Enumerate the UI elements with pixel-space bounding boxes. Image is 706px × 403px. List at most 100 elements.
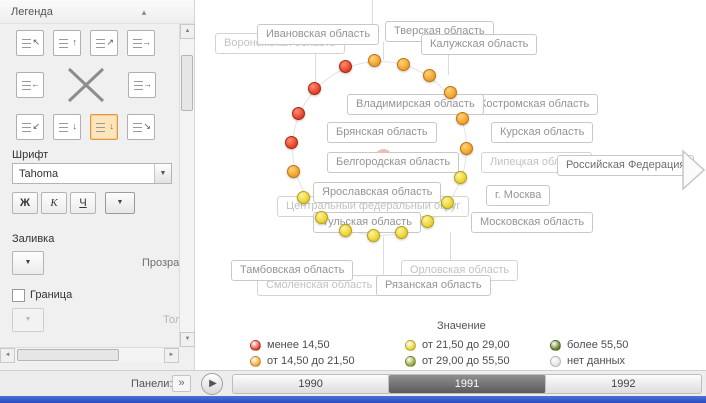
thickness-label: Тол xyxy=(163,314,182,326)
play-icon: ▶ xyxy=(209,378,217,389)
collapse-panel-icon[interactable]: ▴ xyxy=(141,7,147,17)
arrow-icon: ← xyxy=(31,79,40,89)
connector-line xyxy=(372,0,373,24)
legend-dot-icon xyxy=(250,355,261,367)
region-dot[interactable] xyxy=(453,170,467,184)
legend-item-label: от 21,50 до 29,00 xyxy=(422,339,510,351)
scroll-left-icon[interactable]: ◄ xyxy=(0,348,15,363)
vertical-scrollbar[interactable]: ▲ ▼ xyxy=(179,24,195,347)
connector-line xyxy=(448,55,449,75)
region-dot[interactable] xyxy=(366,228,380,242)
list-glyph-icon xyxy=(59,39,68,40)
region-dot[interactable] xyxy=(420,214,434,228)
region-dot[interactable] xyxy=(307,81,321,95)
arrow-icon: ↓ xyxy=(72,121,78,131)
fill-color-dropdown[interactable]: ▼ xyxy=(12,251,44,275)
border-section-label: Граница xyxy=(30,289,73,301)
legend-dot-icon xyxy=(405,355,416,367)
region-label[interactable]: Белгородская область xyxy=(327,152,460,173)
underline-button[interactable]: Ч xyxy=(70,192,96,214)
legend-position-button[interactable]: ↘ xyxy=(127,114,155,140)
border-color-dropdown[interactable]: ▼ xyxy=(12,308,44,332)
region-dot[interactable] xyxy=(286,164,300,178)
font-family-select[interactable]: Tahoma ▼ xyxy=(12,163,172,184)
panels-label: Панели: xyxy=(131,378,173,390)
legend-position-button[interactable]: ↙ xyxy=(16,114,44,140)
legend-dot-icon xyxy=(550,355,561,367)
arrow-icon: ↓ xyxy=(109,121,115,131)
region-label[interactable]: Владимирская область xyxy=(347,94,484,115)
scroll-down-icon[interactable]: ▼ xyxy=(180,332,195,347)
legend-position-button[interactable]: ↑ xyxy=(53,30,81,56)
bold-button[interactable]: Ж xyxy=(12,192,38,214)
font-color-dropdown[interactable]: ▼ xyxy=(105,192,135,214)
timeline-year-1991[interactable]: 1991 xyxy=(389,375,546,393)
region-dot[interactable] xyxy=(291,106,305,120)
region-label[interactable]: Тамбовская область xyxy=(231,260,354,281)
arrow-icon: ↗ xyxy=(106,37,114,47)
region-dot[interactable] xyxy=(338,59,352,73)
region-dot[interactable] xyxy=(367,53,381,67)
legend-position-button[interactable]: ← xyxy=(16,72,44,98)
region-dot[interactable] xyxy=(440,195,454,209)
panel-title: Легенда xyxy=(11,6,53,18)
legend-item-label: более 55,50 xyxy=(567,339,629,351)
grid-row-bottom: ↙ ↓ ↓ ↘ xyxy=(16,114,156,140)
scroll-up-icon[interactable]: ▲ xyxy=(180,24,195,39)
region-dot[interactable] xyxy=(314,210,328,224)
region-label[interactable]: Ивановская область xyxy=(257,24,380,45)
region-dot[interactable] xyxy=(455,111,469,125)
region-dot[interactable] xyxy=(443,85,457,99)
legend-position-button[interactable]: → xyxy=(127,30,155,56)
legend-position-button[interactable]: ↓ xyxy=(90,114,118,140)
region-dot[interactable] xyxy=(284,135,298,149)
legend-position-button[interactable]: ↖ xyxy=(16,30,44,56)
legend-position-button[interactable]: ↗ xyxy=(90,30,118,56)
region-label[interactable]: Брянская область xyxy=(327,122,437,143)
horizontal-scrollbar[interactable]: ◄ ► xyxy=(0,347,179,363)
timeline-year-1990[interactable]: 1990 xyxy=(233,375,390,393)
italic-button[interactable]: К xyxy=(41,192,67,214)
legend-item: от 29,00 до 55,50 xyxy=(405,355,510,367)
grid-row-top: ↖ ↑ ↗ → xyxy=(16,30,156,56)
legend-item: от 21,50 до 29,00 xyxy=(405,339,510,351)
region-dot[interactable] xyxy=(296,190,310,204)
list-glyph-icon xyxy=(133,39,142,40)
region-dot[interactable] xyxy=(459,141,473,155)
region-label[interactable]: Рязанская область xyxy=(376,275,491,296)
region-label[interactable]: Ярославская область xyxy=(313,182,442,203)
legend-position-button[interactable]: ↓ xyxy=(53,114,81,140)
scroll-right-icon[interactable]: ► xyxy=(164,348,179,363)
play-button[interactable]: ▶ xyxy=(201,373,223,395)
region-dot[interactable] xyxy=(396,57,410,71)
region-dot[interactable] xyxy=(422,68,436,82)
vertical-scroll-thumb[interactable] xyxy=(181,55,193,111)
legend-item-label: от 14,50 до 21,50 xyxy=(267,355,355,367)
vertical-scroll-track[interactable] xyxy=(180,39,194,332)
chevron-down-icon[interactable]: ▼ xyxy=(154,164,171,183)
arrow-icon: ↑ xyxy=(72,37,78,47)
region-label[interactable]: Российская Федерация xyxy=(557,155,695,176)
horizontal-scroll-track[interactable] xyxy=(15,348,164,362)
legend-item: более 55,50 xyxy=(550,339,628,351)
panels-expand-button[interactable]: » xyxy=(172,375,191,392)
region-label[interactable]: Московская область xyxy=(471,212,594,233)
region-dot[interactable] xyxy=(394,225,408,239)
arrow-icon: ↘ xyxy=(143,121,151,131)
region-label[interactable]: Костромская область xyxy=(471,94,599,115)
taskbar-edge xyxy=(0,396,706,403)
connector-line xyxy=(383,237,384,275)
timeline-year-1992[interactable]: 1992 xyxy=(545,375,701,393)
arrow-icon: ↖ xyxy=(32,37,40,47)
grid-mid-left-slot: ← xyxy=(16,72,44,98)
horizontal-scroll-thumb[interactable] xyxy=(17,349,119,361)
region-label[interactable]: Калужская область xyxy=(421,34,538,55)
region-dot[interactable] xyxy=(338,223,352,237)
no-legend-cross-icon[interactable] xyxy=(62,64,110,106)
grid-mid-right-slot: → xyxy=(128,72,156,98)
legend-position-button[interactable]: → xyxy=(128,72,156,98)
border-checkbox[interactable] xyxy=(12,289,25,302)
region-label[interactable]: Курская область xyxy=(491,122,594,143)
region-label[interactable]: г. Москва xyxy=(486,185,551,206)
